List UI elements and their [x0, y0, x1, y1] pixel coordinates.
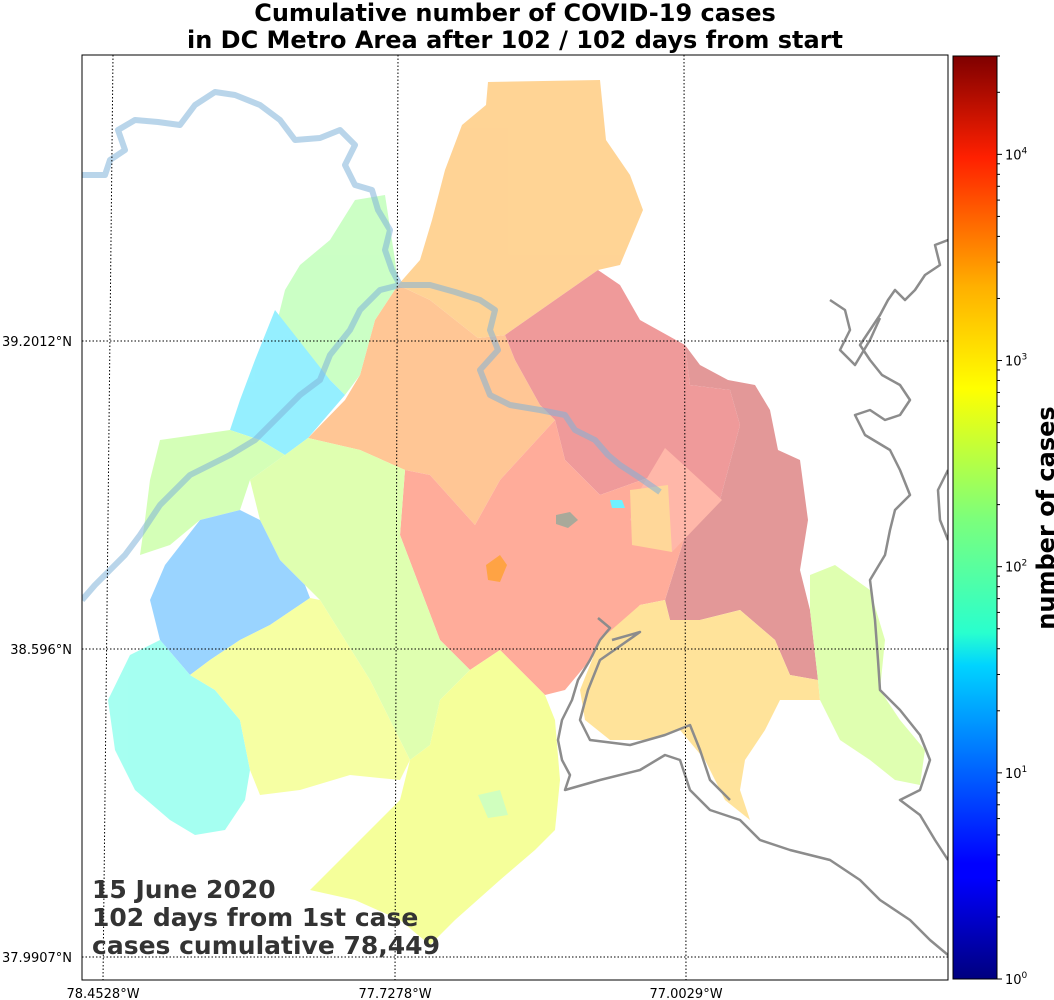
lon-label-3: 77.0029°W	[649, 987, 722, 1000]
hotspot-cyan	[610, 500, 625, 508]
colorbar-tick-label: 103	[1005, 353, 1027, 370]
gridline-lon-1	[102, 54, 114, 981]
title-line-1: Cumulative number of COVID-19 cases	[254, 0, 776, 27]
region-fauquier	[250, 438, 470, 760]
coordinate-labels: 39.2012°N 38.596°N 37.9907°N 78.4528°W 7…	[2, 335, 723, 1000]
lon-label-1: 78.4528°W	[66, 987, 139, 1000]
gridlines	[82, 54, 948, 981]
map-area[interactable]	[82, 55, 948, 980]
colorbar: 100 101 102 103 104	[952, 55, 1028, 988]
lat-label-2: 38.596°N	[10, 643, 72, 658]
potomac-estuary	[556, 617, 948, 956]
gridline-lon-3	[683, 54, 687, 981]
colorbar-tick-label: 102	[1005, 559, 1027, 576]
region-cyan-southwest	[108, 640, 250, 835]
region-montgomery	[505, 270, 740, 500]
region-charles	[580, 600, 820, 820]
region-south-yellow	[310, 650, 560, 945]
map-frame	[81, 54, 949, 981]
lon-label-2: 77.7278°W	[358, 987, 431, 1000]
county-regions	[108, 80, 925, 945]
region-northwest-green	[275, 195, 398, 395]
colorbar-label: number of cases	[1032, 406, 1054, 630]
annotation-date: 15 June 2020	[92, 875, 276, 904]
colorbar-frame	[952, 55, 998, 980]
potomac-river	[82, 89, 662, 602]
coastline	[853, 238, 948, 861]
hotspot-orange	[486, 555, 507, 582]
map-annotation: 15 June 2020 102 days from 1st case cases …	[92, 876, 440, 960]
annotation-cases: cases cumulative 78,449	[92, 931, 440, 960]
region-prince-georges	[665, 345, 818, 680]
region-cyan-north	[230, 310, 345, 455]
estuary-inner	[578, 630, 731, 801]
region-green-spot	[478, 790, 508, 818]
annotation-days: 102 days from 1st case	[92, 903, 419, 932]
region-north-orange	[398, 80, 643, 338]
map-title: Cumulative number of COVID-19 cases in D…	[82, 0, 948, 54]
colorbar-tick-label: 101	[1005, 765, 1027, 782]
gridline-lon-2	[394, 54, 399, 981]
region-culpeper	[190, 598, 410, 795]
region-west-green	[140, 430, 285, 555]
coastline-inner	[829, 298, 948, 541]
region-southeast-green	[810, 565, 925, 785]
colorbar-tick-label: 100	[1005, 971, 1028, 988]
colorbar-gradient	[953, 56, 997, 979]
region-arlington	[630, 485, 672, 552]
region-blue-west	[150, 510, 310, 675]
lat-label-3: 37.9907°N	[2, 951, 72, 966]
lat-label-1: 39.2012°N	[2, 335, 72, 350]
colorbar-tick-label: 104	[1005, 146, 1028, 163]
hotspot-gray	[556, 512, 578, 528]
colorbar-ticks: 100 101 102 103 104	[997, 55, 1028, 988]
title-line-2: in DC Metro Area after 102 / 102 days fr…	[186, 26, 844, 54]
